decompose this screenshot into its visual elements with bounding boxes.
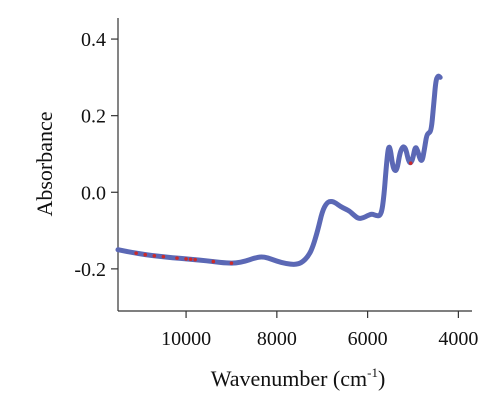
data-point bbox=[143, 252, 148, 257]
x-axis-title-close: ) bbox=[378, 366, 385, 391]
data-point bbox=[175, 256, 179, 260]
x-tick-label: 6000 bbox=[348, 328, 388, 350]
x-axis-title: Wavenumber (cm-1) bbox=[211, 365, 386, 391]
x-tick-label: 10000 bbox=[161, 328, 211, 350]
x-tick-label: 8000 bbox=[257, 328, 297, 350]
y-tick-label: -0.2 bbox=[74, 259, 106, 281]
series-line bbox=[115, 73, 443, 267]
y-axis-title: Absorbance bbox=[32, 111, 57, 216]
data-point bbox=[193, 257, 197, 262]
data-point bbox=[408, 161, 413, 165]
data-point bbox=[152, 254, 157, 258]
data-point bbox=[134, 251, 138, 255]
data-point bbox=[229, 261, 234, 265]
data-point bbox=[161, 254, 166, 259]
x-ticks: 10000 8000 6000 4000 bbox=[161, 311, 478, 350]
series-layer bbox=[115, 73, 443, 267]
x-axis-title-superscript: -1 bbox=[367, 365, 378, 380]
y-tick-label: 0.4 bbox=[81, 29, 106, 51]
axes bbox=[117, 18, 472, 312]
y-tick-label: 0.0 bbox=[81, 182, 106, 204]
x-axis-title-main: Wavenumber (cm bbox=[211, 366, 367, 391]
y-ticks: 0.4 0.2 0.0 -0.2 bbox=[74, 29, 118, 281]
data-point bbox=[184, 257, 188, 261]
data-point bbox=[211, 259, 216, 264]
x-tick-label: 4000 bbox=[438, 328, 478, 350]
y-tick-label: 0.2 bbox=[81, 106, 106, 128]
data-point bbox=[188, 257, 193, 262]
